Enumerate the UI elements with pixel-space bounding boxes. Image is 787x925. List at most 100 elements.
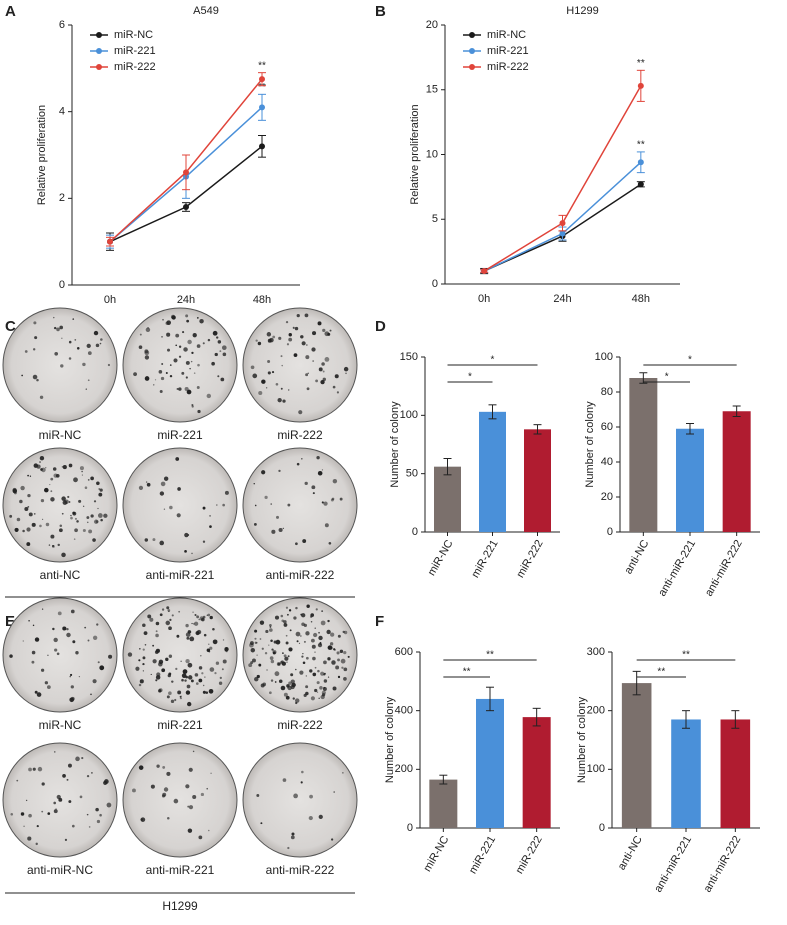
colony-dot (144, 538, 149, 542)
colony-dot (273, 640, 277, 644)
colony-dot (306, 604, 310, 608)
colony-dot (138, 345, 143, 349)
colony-dot (165, 371, 168, 374)
colony-dot (271, 371, 275, 374)
x-tick-label: anti-NC (616, 834, 645, 872)
colony-dot (285, 634, 288, 637)
colony-dot (272, 650, 277, 655)
colony-dot (254, 504, 257, 507)
error-bar (486, 686, 494, 712)
colony-dot (302, 661, 306, 665)
colony-dot (161, 794, 166, 798)
legend-label: miR-NC (487, 29, 526, 41)
colony-dot (68, 340, 72, 344)
colony-dot (35, 842, 38, 846)
colony-dot (287, 503, 291, 507)
colony-dot (69, 675, 72, 678)
colony-dot (171, 680, 174, 683)
colony-dot (209, 646, 213, 650)
colony-dot (289, 629, 292, 632)
y-tick-label: 6 (59, 19, 65, 31)
colony-dot (176, 634, 180, 638)
colony-dot (90, 693, 92, 696)
plate-label: miR-221 (157, 428, 203, 442)
colony-dot (269, 628, 273, 632)
colony-dot (313, 632, 318, 638)
colony-dot (87, 379, 90, 382)
colony-dot (86, 343, 91, 349)
colony-dot (202, 342, 205, 345)
colony-dot (160, 481, 166, 487)
colony-dot (259, 638, 262, 640)
colony-dot (333, 648, 336, 651)
colony-dot (286, 343, 290, 346)
colony-dot (301, 622, 305, 627)
x-tick-label: 0h (104, 294, 116, 306)
colony-dot (167, 348, 171, 352)
colony-dot (179, 695, 182, 698)
y-axis-label: Number of colony (384, 696, 396, 783)
colony-dot (275, 639, 281, 645)
significance: ** (258, 82, 266, 93)
colony-dot (266, 669, 268, 671)
colony-dot (299, 670, 304, 675)
colony-dot (319, 686, 323, 690)
colony-dot (161, 668, 166, 673)
colony-dot (188, 767, 193, 772)
significance: ** (637, 140, 645, 151)
colony-dot (305, 373, 309, 377)
colony-dot (283, 623, 288, 627)
colony-dot (314, 688, 318, 693)
colony-plate (122, 447, 238, 563)
colony-dot (311, 485, 316, 490)
colony-dot (220, 377, 225, 382)
colony-dot (144, 355, 150, 360)
y-axis-label: Relative proliferation (36, 105, 48, 205)
colony-dot (318, 367, 323, 372)
colony-dot (287, 685, 292, 691)
colony-dot (321, 362, 325, 366)
y-tick-label: 60 (601, 421, 613, 433)
colony-dot (288, 647, 293, 652)
colony-dot (145, 481, 148, 483)
colony-dot (254, 677, 259, 682)
bar (629, 378, 658, 532)
colony-dot (312, 656, 316, 661)
colony-dot (199, 318, 204, 324)
x-tick-label: anti-miR-221 (652, 834, 694, 895)
colony-dot (166, 332, 171, 337)
colony-dot (324, 331, 330, 337)
colony-dot (143, 631, 148, 636)
plate-label: miR-NC (39, 428, 82, 442)
colony-dot (159, 491, 165, 496)
colony-dot (152, 538, 156, 542)
colony-dot (253, 482, 255, 485)
colony-dot (53, 637, 58, 643)
colony-dot (278, 527, 283, 533)
colony-dot (193, 372, 196, 374)
colony-dot (39, 524, 42, 528)
y-tick-label: 150 (400, 351, 418, 363)
x-tick-label: 48h (632, 293, 650, 305)
colony-dot (87, 479, 90, 481)
colony-dot (306, 344, 308, 346)
colony-dot (93, 330, 99, 336)
colony-dot (177, 690, 182, 695)
colony-dot (81, 474, 84, 476)
colony-dot (144, 376, 150, 381)
colony-plate (122, 597, 238, 713)
colony-dot (133, 372, 137, 377)
point (259, 143, 265, 150)
colony-dot (53, 809, 58, 814)
colony-dot (331, 838, 334, 841)
panel-label: B (375, 3, 386, 20)
colony-dot (181, 371, 185, 375)
colony-dot (185, 314, 189, 318)
colony-dot (9, 514, 13, 518)
colony-dot (302, 652, 304, 655)
colony-dot (264, 495, 268, 499)
colony-dot (260, 822, 263, 825)
colony-dot (150, 673, 152, 676)
colony-dot (165, 321, 169, 325)
colony-dot (99, 488, 103, 492)
